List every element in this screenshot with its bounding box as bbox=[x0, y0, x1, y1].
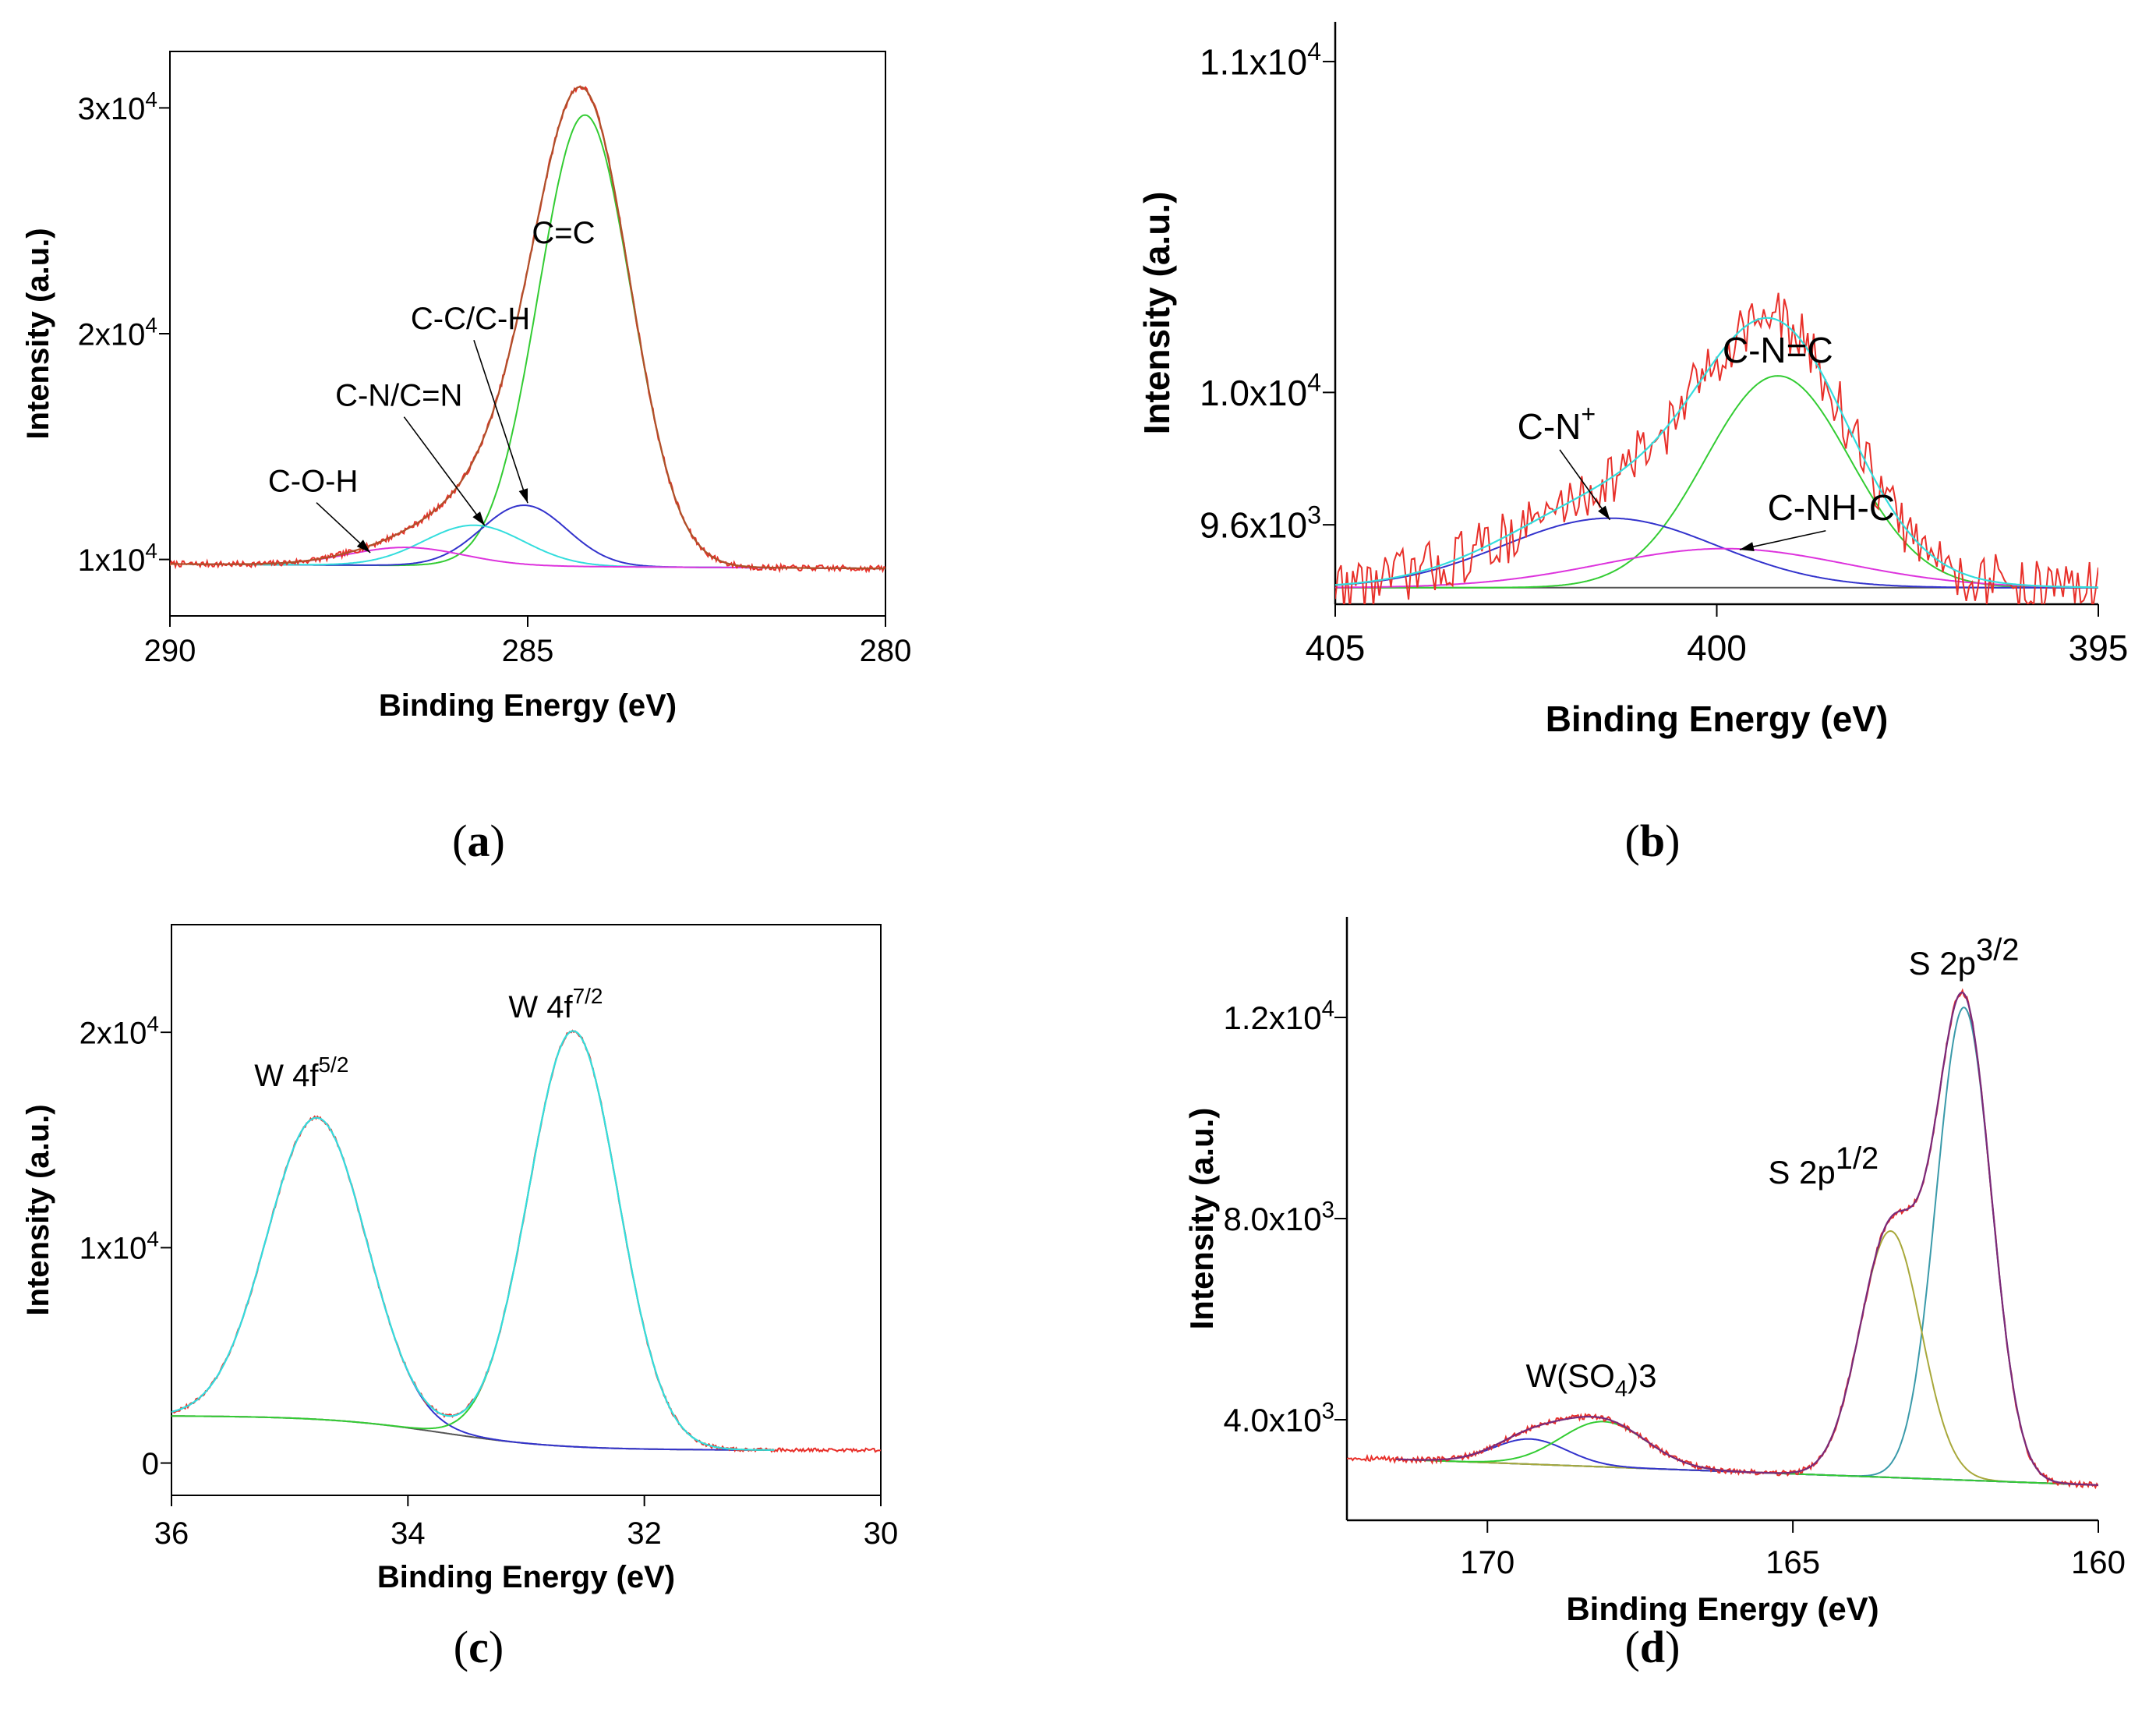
envelope-line bbox=[171, 1030, 775, 1451]
annotation-arrow-line bbox=[403, 416, 486, 526]
y-tick-label: 3x104 bbox=[78, 87, 157, 126]
y-axis-title: Intensity (a.u.) bbox=[1136, 192, 1177, 435]
x-axis-title: Binding Energy (eV) bbox=[1566, 1590, 1879, 1627]
panel-d: 170 165 160 4.0x103 8.0x103 1.2x104 Binding En… bbox=[1183, 917, 2126, 1672]
x-tick-label: 170 bbox=[1460, 1544, 1515, 1580]
y-tick-label: 8.0x103 bbox=[1224, 1197, 1334, 1237]
fit-peak-w-so4-3-b bbox=[1395, 1421, 2098, 1486]
plot-area bbox=[171, 1029, 881, 1453]
y-tick-label: 1x104 bbox=[80, 1227, 159, 1266]
panel-c: 36 34 32 30 0 1x104 2x104 Binding Energy (eV) In… bbox=[21, 924, 899, 1672]
y-tick-label: 2x104 bbox=[78, 313, 157, 352]
panel-label: (c) bbox=[454, 1622, 504, 1672]
x-tick-label: 290 bbox=[144, 634, 196, 668]
y-tick-label: 1.0x104 bbox=[1200, 369, 1321, 413]
panel-label: (b) bbox=[1625, 816, 1681, 866]
x-tick-label: 36 bbox=[154, 1516, 189, 1551]
peak-annotation: W 4f5/2 bbox=[254, 1053, 348, 1093]
peak-annotation: C-N=C bbox=[1723, 330, 1833, 370]
panel-a: 290 285 280 1x104 2x104 3x104 Binding Energy (… bbox=[21, 51, 911, 866]
raw-data-line bbox=[1335, 292, 2098, 604]
annotation-arrow-head bbox=[356, 540, 371, 553]
peak-annotation: W 4f7/2 bbox=[508, 984, 603, 1024]
baseline-line bbox=[171, 1415, 775, 1451]
peak-annotation: W(SO4)3 bbox=[1525, 1357, 1656, 1402]
fit-peak-c-n- bbox=[1335, 517, 2098, 589]
peak-annotation: C-N+ bbox=[1518, 400, 1596, 447]
y-tick-label: 4.0x103 bbox=[1224, 1398, 1334, 1438]
annotation-arrow-head bbox=[472, 511, 485, 526]
plot-frame bbox=[171, 924, 882, 1496]
x-tick-label: 30 bbox=[864, 1516, 899, 1551]
peak-annotation: S 2p3/2 bbox=[1909, 932, 2020, 982]
y-tick-label: 1.2x104 bbox=[1224, 996, 1334, 1036]
x-tick-label: 285 bbox=[502, 634, 554, 668]
envelope-line bbox=[170, 86, 885, 570]
y-axis-title: Intensity (a.u.) bbox=[21, 1104, 55, 1315]
x-axis-title: Binding Energy (eV) bbox=[379, 688, 677, 723]
panel-b: 405 400 395 9.6x103 1.0x104 1.1x104 Binding En… bbox=[1136, 22, 2128, 866]
annotation-arrow-head bbox=[1598, 505, 1610, 520]
y-tick-label: 1x104 bbox=[78, 539, 157, 578]
y-tick-label: 0 bbox=[142, 1447, 159, 1481]
x-tick-label: 395 bbox=[2069, 628, 2129, 668]
fit-peak-s-2p1-2 bbox=[1395, 1229, 2098, 1486]
annotation-arrow-line bbox=[473, 339, 528, 504]
raw-data-line bbox=[1347, 988, 2098, 1490]
fit-peak-w-so4-3-a bbox=[1395, 1438, 2098, 1486]
x-tick-label: 160 bbox=[2071, 1544, 2126, 1580]
y-tick-label: 9.6x103 bbox=[1200, 501, 1321, 545]
fit-peak-s-2p3-2 bbox=[1395, 1007, 2098, 1486]
x-tick-label: 165 bbox=[1765, 1544, 1820, 1580]
annotation-arrow-line bbox=[1739, 529, 1826, 550]
envelope-line bbox=[1335, 317, 2098, 589]
x-tick-label: 405 bbox=[1306, 628, 1366, 668]
panel-label: (d) bbox=[1625, 1622, 1681, 1672]
y-tick-label: 2x104 bbox=[80, 1012, 159, 1051]
y-axis-title: Intensity (a.u.) bbox=[1183, 1108, 1220, 1330]
plot-area bbox=[170, 85, 885, 574]
fit-peak-c-n-c bbox=[1335, 375, 2098, 589]
raw-data-line bbox=[171, 1029, 881, 1453]
plot-area bbox=[1347, 988, 2098, 1490]
peak-annotation: C-O-H bbox=[268, 465, 359, 499]
fit-peak-c-c-c-h bbox=[170, 504, 885, 570]
x-tick-label: 400 bbox=[1687, 628, 1747, 668]
plot-area bbox=[1335, 292, 2098, 604]
x-tick-label: 280 bbox=[860, 634, 912, 668]
x-tick-label: 34 bbox=[391, 1516, 426, 1551]
fit-peak-w-4f7-2 bbox=[171, 1030, 775, 1451]
annotation-arrow-head bbox=[518, 488, 528, 504]
peak-annotation: C-NH-C bbox=[1768, 487, 1896, 528]
y-axis-title: Intensity (a.u.) bbox=[21, 228, 55, 439]
panel-label: (a) bbox=[452, 816, 505, 866]
peak-annotation: C-C/C-H bbox=[411, 302, 530, 336]
peak-annotation: C-N/C=N bbox=[335, 379, 462, 413]
peak-annotation: C=C bbox=[532, 216, 595, 250]
x-axis-title: Binding Energy (eV) bbox=[377, 1560, 675, 1594]
annotation-arrow-line bbox=[1559, 449, 1611, 521]
x-tick-label: 32 bbox=[627, 1516, 662, 1551]
y-tick-label: 1.1x104 bbox=[1200, 37, 1321, 82]
annotation-arrow-head bbox=[1739, 542, 1755, 551]
x-axis-title: Binding Energy (eV) bbox=[1546, 699, 1889, 739]
peak-annotation: S 2p1/2 bbox=[1768, 1141, 1879, 1191]
envelope-line bbox=[1395, 991, 2098, 1486]
